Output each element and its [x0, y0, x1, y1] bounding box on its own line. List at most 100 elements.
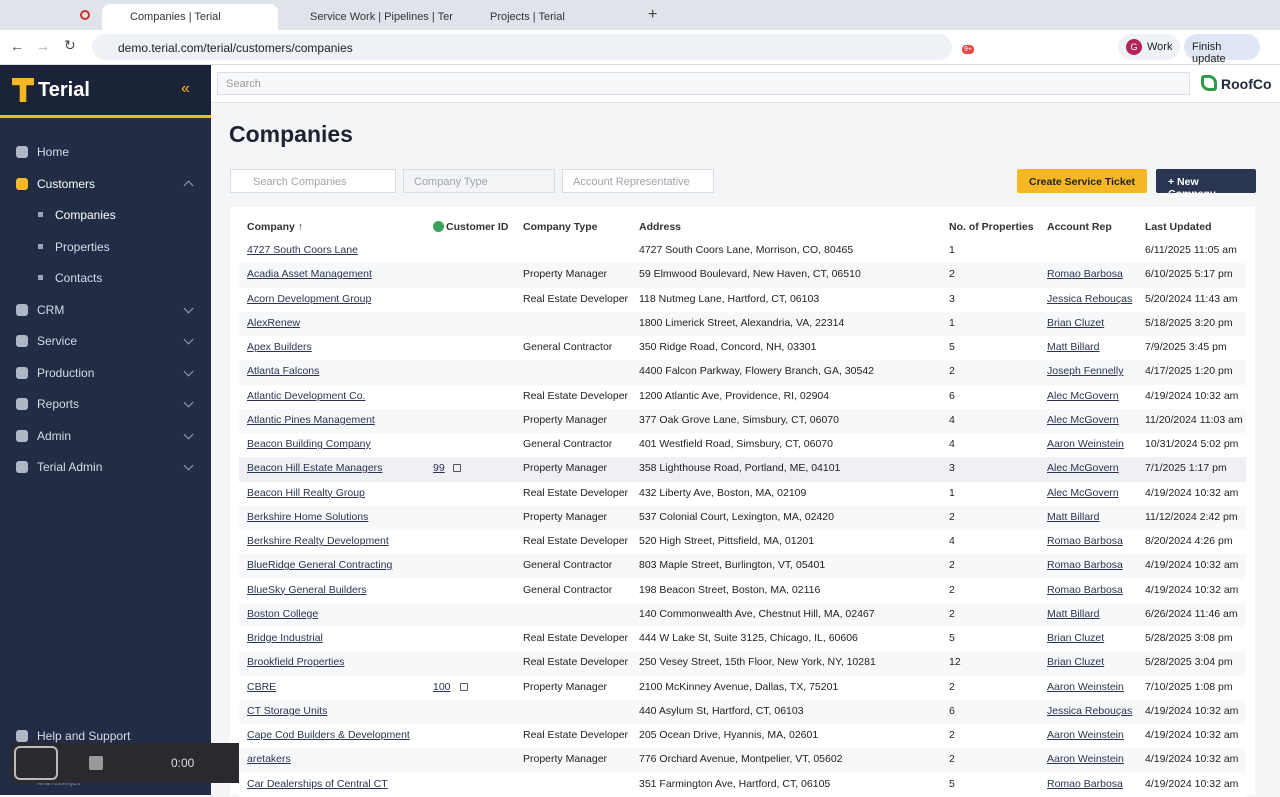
create-ticket-button[interactable]: Create Service Ticket — [1017, 169, 1148, 193]
company-search[interactable]: Search Companies — [230, 169, 396, 193]
new-company-button[interactable]: + New Company — [1156, 169, 1256, 200]
company-name[interactable]: Acorn Development Group — [247, 292, 372, 305]
account-rep[interactable]: Alec McGovern — [1047, 413, 1119, 426]
account-rep[interactable]: Aaron Weinstein — [1047, 680, 1124, 693]
customer-id[interactable]: 99 — [433, 462, 445, 475]
nav-item[interactable]: Home — [16, 145, 69, 159]
company-type-filter[interactable]: Company Type — [403, 169, 555, 193]
nav-item[interactable]: Service — [16, 334, 77, 348]
company-name[interactable]: Brookfield Properties — [247, 656, 345, 669]
nav-item[interactable]: Production — [16, 366, 94, 380]
company-name[interactable]: Atlantic Pines Management — [247, 413, 375, 426]
company-name[interactable]: BlueSky General Builders — [247, 583, 367, 596]
new-tab[interactable]: + — [648, 6, 658, 23]
account-rep[interactable]: Brian Cluzet — [1047, 316, 1105, 329]
table-row[interactable] — [239, 651, 1246, 676]
account-rep[interactable]: Matt Billard — [1047, 341, 1100, 353]
account-rep[interactable]: Matt Billard — [1047, 607, 1100, 620]
tab[interactable]: Projects | Terial — [490, 11, 565, 23]
company-name[interactable]: Berkshire Realty Development — [247, 535, 389, 547]
account-rep-filter[interactable]: Account Representative — [562, 169, 714, 193]
company-name[interactable]: Beacon Hill Realty Group — [247, 486, 365, 499]
table-row[interactable] — [239, 311, 1246, 336]
table-row[interactable] — [239, 602, 1246, 627]
table-row[interactable] — [239, 481, 1246, 506]
column-header[interactable]: Account Rep — [1047, 221, 1112, 233]
account-rep[interactable]: Jessica Rebouças — [1047, 704, 1133, 717]
company-name[interactable]: Cape Cod Builders & Development — [247, 729, 410, 741]
company-name[interactable]: Atlantic Development Co. — [247, 389, 366, 402]
account-rep[interactable]: Jessica Rebouças — [1047, 292, 1133, 305]
account-rep[interactable]: Romao Barbosa — [1047, 535, 1123, 547]
table-row[interactable] — [239, 408, 1246, 433]
account-rep[interactable]: Joseph Fennelly — [1047, 365, 1124, 378]
nav-item[interactable]: Admin — [16, 429, 71, 443]
account-rep[interactable]: Brian Cluzet — [1047, 656, 1105, 669]
account-rep[interactable]: Romao Barbosa — [1047, 777, 1123, 790]
forward-button[interactable]: → — [36, 38, 50, 54]
company-name[interactable]: CBRE — [247, 680, 277, 693]
account-rep[interactable]: Alec McGovern — [1047, 462, 1119, 475]
nav-item[interactable]: CRM — [16, 303, 64, 317]
company-name[interactable]: Atlanta Falcons — [247, 365, 320, 378]
table-row[interactable] — [239, 433, 1246, 458]
column-header[interactable]: Customer ID — [446, 221, 509, 233]
subnav-item[interactable]: Properties — [38, 240, 110, 254]
account-rep[interactable]: Romao Barbosa — [1047, 559, 1123, 572]
table-row[interactable] — [239, 748, 1246, 773]
table-row[interactable] — [239, 360, 1246, 385]
stop-button[interactable] — [89, 756, 103, 770]
address-bar[interactable]: demo.terial.com/terial/customers/compani… — [92, 34, 952, 60]
company-name[interactable]: Acadia Asset Management — [247, 268, 372, 281]
subnav-item[interactable]: Companies — [38, 208, 116, 222]
camera-button[interactable] — [14, 746, 58, 780]
account-rep[interactable]: Aaron Weinstein — [1047, 753, 1124, 766]
collapse-button[interactable]: « — [181, 80, 190, 97]
company-name[interactable]: AlexRenew — [247, 316, 301, 329]
column-header[interactable]: Company Type — [523, 221, 598, 233]
company-name[interactable]: BlueRidge General Contracting — [247, 559, 393, 572]
company-name[interactable]: 4727 South Coors Lane — [247, 244, 358, 256]
subnav-item[interactable]: Contacts — [38, 271, 102, 285]
company-name[interactable]: Beacon Building Company — [247, 438, 371, 450]
account-rep[interactable]: Brian Cluzet — [1047, 632, 1105, 644]
company-name[interactable]: Bridge Industrial — [247, 632, 323, 644]
update-button[interactable]: Finish update — [1184, 34, 1260, 65]
tab[interactable]: Companies | Terial — [102, 4, 278, 30]
account-rep[interactable]: Aaron Weinstein — [1047, 729, 1124, 741]
account-rep[interactable]: Romao Barbosa — [1047, 268, 1123, 281]
company-name[interactable]: Berkshire Home Solutions — [247, 510, 369, 523]
company-name[interactable]: aretakers — [247, 753, 291, 766]
company-name[interactable]: CT Storage Units — [247, 704, 328, 717]
table-row[interactable] — [239, 724, 1246, 749]
company-name[interactable]: Apex Builders — [247, 341, 312, 353]
column-header[interactable]: No. of Properties — [949, 221, 1034, 233]
help-link[interactable]: Help and Support — [16, 729, 130, 743]
global-search[interactable]: Search — [217, 72, 1190, 95]
table-row[interactable] — [239, 263, 1246, 288]
company-name[interactable]: Beacon Hill Estate Managers — [247, 462, 383, 475]
nav-item[interactable]: Terial Admin — [16, 460, 102, 474]
account-rep[interactable]: Alec McGovern — [1047, 486, 1119, 499]
table-row[interactable] — [239, 457, 1246, 482]
table-row[interactable] — [239, 505, 1246, 530]
reload-button[interactable]: ↻ — [64, 37, 76, 53]
table-row[interactable] — [239, 772, 1246, 797]
table-row[interactable] — [239, 239, 1246, 264]
table-row[interactable] — [239, 578, 1246, 603]
table-row[interactable] — [239, 675, 1246, 700]
table-row[interactable] — [239, 287, 1246, 312]
account-rep[interactable]: Aaron Weinstein — [1047, 438, 1124, 450]
back-button[interactable]: ← — [10, 38, 24, 54]
account-rep[interactable]: Matt Billard — [1047, 510, 1100, 523]
table-row[interactable] — [239, 384, 1246, 409]
account-rep[interactable]: Romao Barbosa — [1047, 583, 1123, 596]
table-row[interactable] — [239, 699, 1246, 724]
account-rep[interactable]: Alec McGovern — [1047, 389, 1119, 402]
column-header[interactable]: Address — [639, 221, 682, 233]
nav-item[interactable]: Reports — [16, 397, 79, 411]
company-name[interactable]: Boston College — [247, 607, 319, 620]
profile-button[interactable]: G Work — [1118, 34, 1180, 60]
customer-id[interactable]: 100 — [433, 680, 451, 693]
table-row[interactable] — [239, 336, 1246, 361]
